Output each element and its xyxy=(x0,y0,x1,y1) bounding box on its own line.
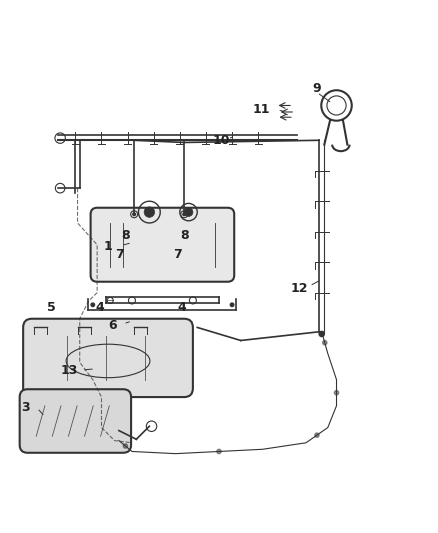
Text: 7: 7 xyxy=(173,248,182,261)
Circle shape xyxy=(322,341,327,345)
Text: 9: 9 xyxy=(313,83,321,95)
Circle shape xyxy=(91,303,95,306)
Text: 4: 4 xyxy=(95,301,104,314)
Text: 3: 3 xyxy=(21,401,30,415)
FancyBboxPatch shape xyxy=(20,389,131,453)
Text: 8: 8 xyxy=(180,229,188,241)
Text: 11: 11 xyxy=(253,103,270,116)
Text: 4: 4 xyxy=(178,301,187,314)
Circle shape xyxy=(183,213,185,215)
Text: 8: 8 xyxy=(121,229,130,241)
Text: 1: 1 xyxy=(104,240,113,253)
Text: 13: 13 xyxy=(60,365,78,377)
FancyBboxPatch shape xyxy=(91,208,234,282)
Text: 7: 7 xyxy=(115,248,124,261)
Text: 10: 10 xyxy=(212,134,230,147)
Circle shape xyxy=(230,303,234,306)
Text: 5: 5 xyxy=(47,301,56,314)
Circle shape xyxy=(133,213,135,215)
Circle shape xyxy=(123,444,127,448)
FancyBboxPatch shape xyxy=(23,319,193,397)
Text: 12: 12 xyxy=(291,282,308,295)
Circle shape xyxy=(334,391,339,395)
Circle shape xyxy=(319,332,324,336)
Circle shape xyxy=(144,207,155,217)
Circle shape xyxy=(315,433,319,437)
Circle shape xyxy=(184,208,193,216)
Text: 6: 6 xyxy=(108,319,117,332)
Circle shape xyxy=(217,449,221,454)
